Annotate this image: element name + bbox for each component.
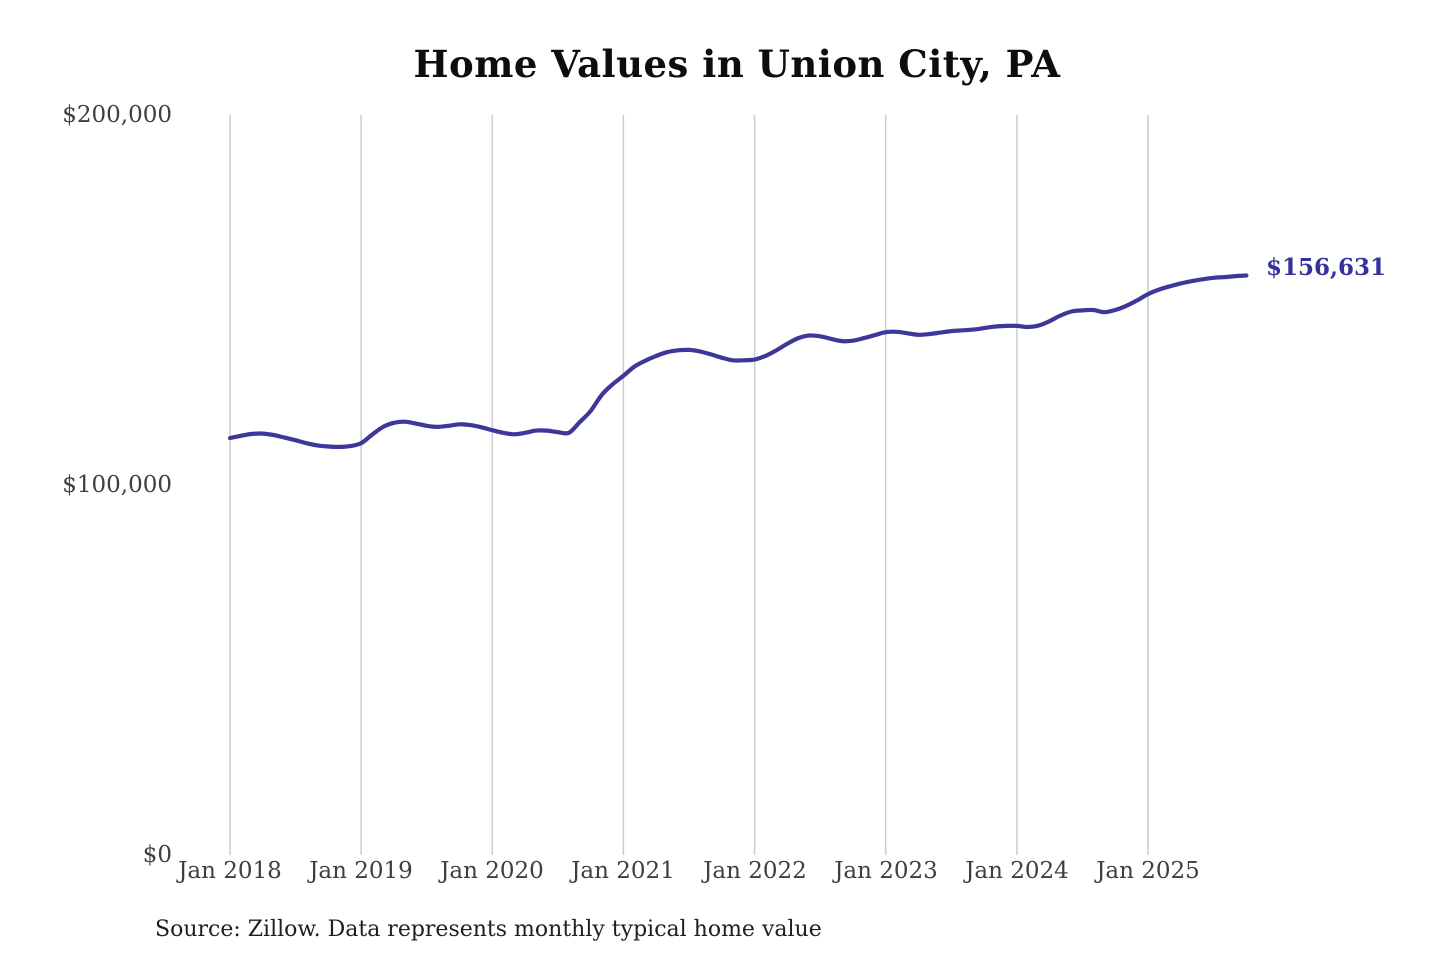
end-value-label: $156,631 xyxy=(1266,254,1387,281)
x-axis-tick-jan-2020: Jan 2020 xyxy=(440,858,544,884)
y-axis-tick-100000: $100,000 xyxy=(62,472,172,498)
x-axis-tick-jan-2018: Jan 2018 xyxy=(178,858,282,884)
x-axis-tick-jan-2021: Jan 2021 xyxy=(571,858,675,884)
x-axis-tick-jan-2023: Jan 2023 xyxy=(834,858,938,884)
x-axis-tick-jan-2022: Jan 2022 xyxy=(703,858,807,884)
x-axis-tick-jan-2019: Jan 2019 xyxy=(309,858,413,884)
x-axis-tick-jan-2024: Jan 2024 xyxy=(965,858,1069,884)
home-value-line xyxy=(227,273,1249,450)
source-note: Source: Zillow. Data represents monthly … xyxy=(155,917,822,942)
chart-title: Home Values in Union City, PA xyxy=(413,42,1061,86)
y-axis-tick-0: $0 xyxy=(142,842,172,868)
y-axis-tick-200000: $200,000 xyxy=(62,102,172,128)
x-axis-tick-jan-2025: Jan 2025 xyxy=(1096,858,1200,884)
